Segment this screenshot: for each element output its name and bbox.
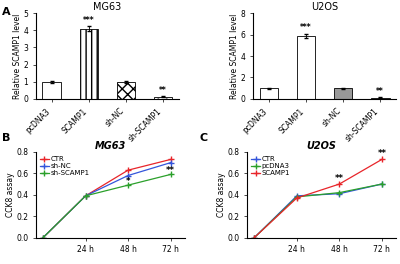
- CTR: [41, 236, 46, 239]
- CTR: [83, 194, 88, 197]
- Bar: [42, 82, 61, 99]
- Text: **: **: [159, 86, 167, 95]
- Bar: [334, 88, 352, 99]
- sh-NC: [83, 194, 88, 197]
- Title: U2OS: U2OS: [307, 141, 336, 151]
- Text: **: **: [335, 175, 344, 183]
- sh-NC: [126, 174, 130, 177]
- pcDNA3: [252, 236, 257, 239]
- CTR: [337, 192, 342, 195]
- Line: CTR: CTR: [252, 181, 385, 241]
- sh-SCAMP1: [168, 173, 173, 176]
- Text: **: **: [377, 149, 386, 158]
- pcDNA3: [337, 191, 342, 194]
- SCAMP1: [337, 182, 342, 186]
- Y-axis label: Relative SCAMP1 level: Relative SCAMP1 level: [230, 13, 239, 99]
- Text: **: **: [166, 166, 175, 175]
- sh-SCAMP1: [126, 183, 130, 187]
- Title: U2OS: U2OS: [311, 2, 338, 12]
- Text: C: C: [200, 133, 208, 143]
- Text: A: A: [2, 7, 11, 17]
- Text: ***: ***: [83, 16, 95, 25]
- Line: CTR: CTR: [40, 157, 173, 241]
- sh-SCAMP1: [83, 194, 88, 197]
- sh-SCAMP1: [41, 236, 46, 239]
- CTR: [168, 158, 173, 161]
- sh-NC: [168, 161, 173, 164]
- Y-axis label: CCK8 assay: CCK8 assay: [217, 172, 226, 217]
- Bar: [371, 98, 390, 99]
- Text: *: *: [126, 177, 130, 186]
- sh-NC: [41, 236, 46, 239]
- Bar: [80, 29, 98, 99]
- Title: MG63: MG63: [95, 141, 126, 151]
- Title: MG63: MG63: [93, 2, 122, 12]
- CTR: [380, 182, 384, 186]
- Y-axis label: Relative SCAMP1 level: Relative SCAMP1 level: [13, 13, 22, 99]
- Bar: [297, 36, 315, 99]
- SCAMP1: [294, 196, 299, 200]
- CTR: [252, 236, 257, 239]
- Line: sh-SCAMP1: sh-SCAMP1: [40, 172, 173, 241]
- Legend: CTR, pcDNA3, SCAMP1: CTR, pcDNA3, SCAMP1: [251, 155, 291, 177]
- SCAMP1: [252, 236, 257, 239]
- CTR: [126, 169, 130, 172]
- Legend: CTR, sh-NC, sh-SCAMP1: CTR, sh-NC, sh-SCAMP1: [40, 155, 90, 177]
- SCAMP1: [380, 158, 384, 161]
- Line: pcDNA3: pcDNA3: [252, 181, 385, 241]
- Bar: [117, 82, 135, 99]
- pcDNA3: [380, 182, 384, 186]
- Line: SCAMP1: SCAMP1: [252, 157, 385, 241]
- Bar: [154, 97, 172, 99]
- CTR: [294, 194, 299, 197]
- Text: **: **: [376, 87, 384, 96]
- pcDNA3: [294, 195, 299, 199]
- Text: B: B: [2, 133, 10, 143]
- Line: sh-NC: sh-NC: [40, 160, 173, 241]
- Text: ***: ***: [300, 23, 312, 32]
- Y-axis label: CCK8 assay: CCK8 assay: [6, 172, 15, 217]
- Bar: [260, 88, 278, 99]
